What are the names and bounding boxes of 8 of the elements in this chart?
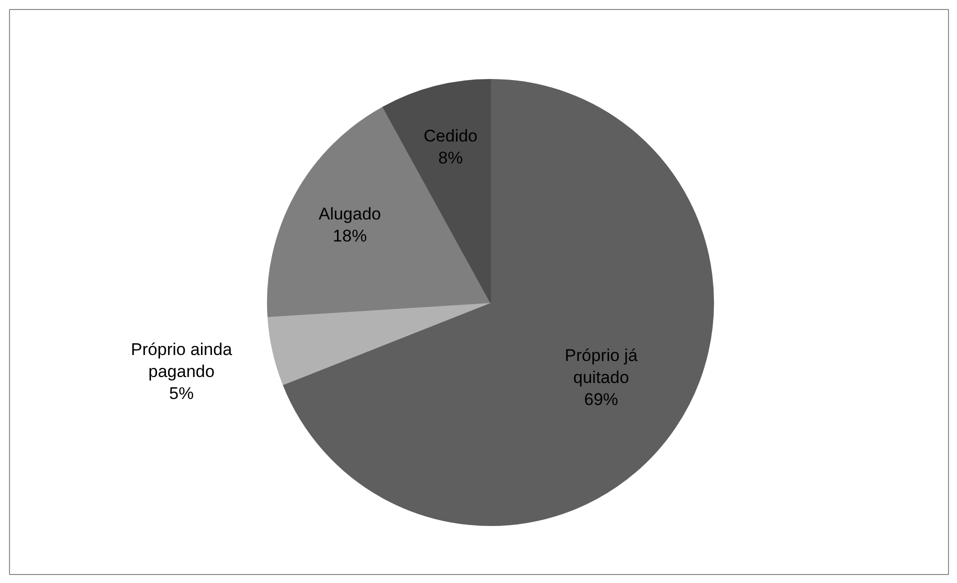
data-label: 5% bbox=[169, 384, 194, 404]
slice-label: Cedido bbox=[424, 126, 478, 146]
slice-label: Alugado bbox=[318, 204, 381, 224]
slice-label: Próprio ainda pagando bbox=[130, 340, 233, 382]
data-label: 8% bbox=[438, 148, 463, 168]
data-label: 69% bbox=[584, 390, 618, 410]
data-label: 18% bbox=[332, 226, 367, 246]
slice-label: Próprio já quitado bbox=[564, 346, 638, 388]
